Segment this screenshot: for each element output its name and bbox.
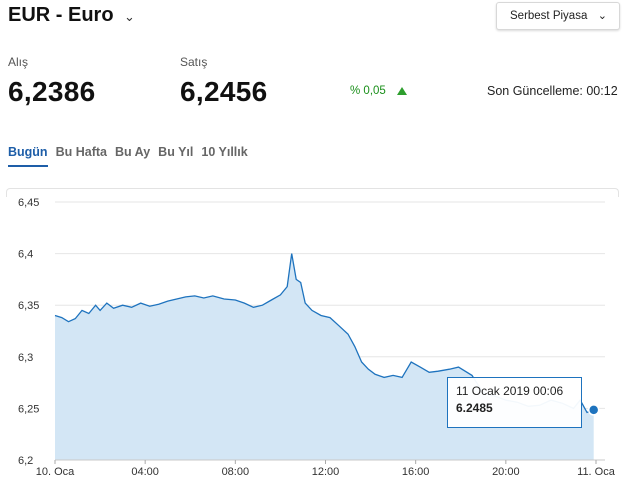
chevron-down-icon: ⌄ [597,10,607,22]
tab-this-month[interactable]: Bu Ay [114,145,151,159]
arrow-up-icon [397,87,407,95]
x-tick-label: 10. Oca [36,466,75,478]
tooltip-value: 6.2485 [456,401,493,415]
tooltip-date: 11 Ocak 2019 00:06 [456,384,564,398]
y-tick-label: 6,25 [18,403,39,415]
y-tick-label: 6,4 [18,249,33,261]
tab-this-week[interactable]: Bu Hafta [55,145,107,159]
market-select-label: Serbest Piyasa [510,10,588,22]
buy-label: Alış [8,55,29,69]
current-value-marker[interactable] [587,404,600,416]
price-area [55,253,594,460]
x-tick-label: 04:00 [131,466,159,478]
y-tick-label: 6,3 [18,352,33,364]
chart-frame [6,188,619,197]
last-updated: Son Güncelleme: 00:12 [487,84,618,98]
x-tick-label: 08:00 [222,466,250,478]
tab-10-years[interactable]: 10 Yıllık [201,145,248,159]
x-tick-label: 11. Oca [577,466,616,478]
y-tick-label: 6,35 [18,300,39,312]
x-axis-ticks: 10. Oca 04:00 08:00 12:00 16:00 20:00 11. Oca [36,459,616,478]
market-select[interactable]: Serbest Piyasa ⌄ [496,2,620,30]
period-tabs: Bugün Bu Hafta Bu Ay Bu Yıl 10 Yıllık [8,145,248,167]
chevron-down-icon[interactable]: ⌄ [124,9,135,24]
chart-tooltip: 11 Ocak 2019 00:06 6.2485 [447,377,582,428]
tab-this-year[interactable]: Bu Yıl [158,145,194,159]
y-tick-label: 6,45 [18,197,39,209]
sell-label: Satış [180,55,208,69]
y-tick-label: 6,2 [18,455,33,467]
currency-title[interactable]: EUR - Euro [8,4,114,26]
sell-price: 6,2456 [180,76,268,107]
tab-today[interactable]: Bugün [8,145,48,167]
x-tick-label: 20:00 [492,466,520,478]
y-axis-ticks: 6,45 6,4 6,35 6,3 6,25 6,2 [18,197,39,467]
x-tick-label: 16:00 [402,466,430,478]
buy-price: 6,2386 [8,76,96,107]
change-percent: % 0,05 [350,85,386,97]
x-tick-label: 12:00 [312,466,340,478]
